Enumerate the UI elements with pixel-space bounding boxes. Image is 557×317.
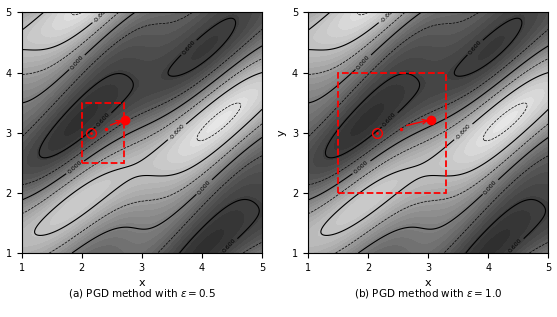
Text: 0.600: 0.600 — [382, 112, 398, 128]
Text: 0.600: 0.600 — [222, 238, 237, 254]
Text: 0.600: 0.600 — [508, 238, 524, 254]
Text: 0.000: 0.000 — [353, 160, 370, 175]
Text: 0.000: 0.000 — [483, 179, 498, 195]
Text: 0.000: 0.000 — [70, 54, 85, 71]
Text: 0.000: 0.000 — [197, 179, 212, 195]
Text: -0.600: -0.600 — [93, 6, 110, 24]
Text: 0.600: 0.600 — [96, 112, 111, 128]
Text: 0.600: 0.600 — [467, 39, 482, 56]
Text: 0.600: 0.600 — [181, 39, 196, 56]
X-axis label: x: x — [425, 278, 431, 288]
Y-axis label: y: y — [276, 129, 286, 136]
Text: 0.000: 0.000 — [67, 160, 84, 175]
Text: 0.000: 0.000 — [356, 54, 371, 71]
X-axis label: x: x — [139, 278, 145, 288]
Text: -0.600: -0.600 — [379, 6, 397, 24]
Bar — [338, 73, 446, 193]
Text: -0.600: -0.600 — [455, 123, 472, 141]
Title: (a) PGD method with $\varepsilon = 0.5$: (a) PGD method with $\varepsilon = 0.5$ — [68, 287, 216, 300]
Text: -0.600: -0.600 — [168, 123, 185, 141]
Title: (b) PGD method with $\varepsilon = 1.0$: (b) PGD method with $\varepsilon = 1.0$ — [354, 287, 502, 300]
Bar — [82, 103, 124, 163]
